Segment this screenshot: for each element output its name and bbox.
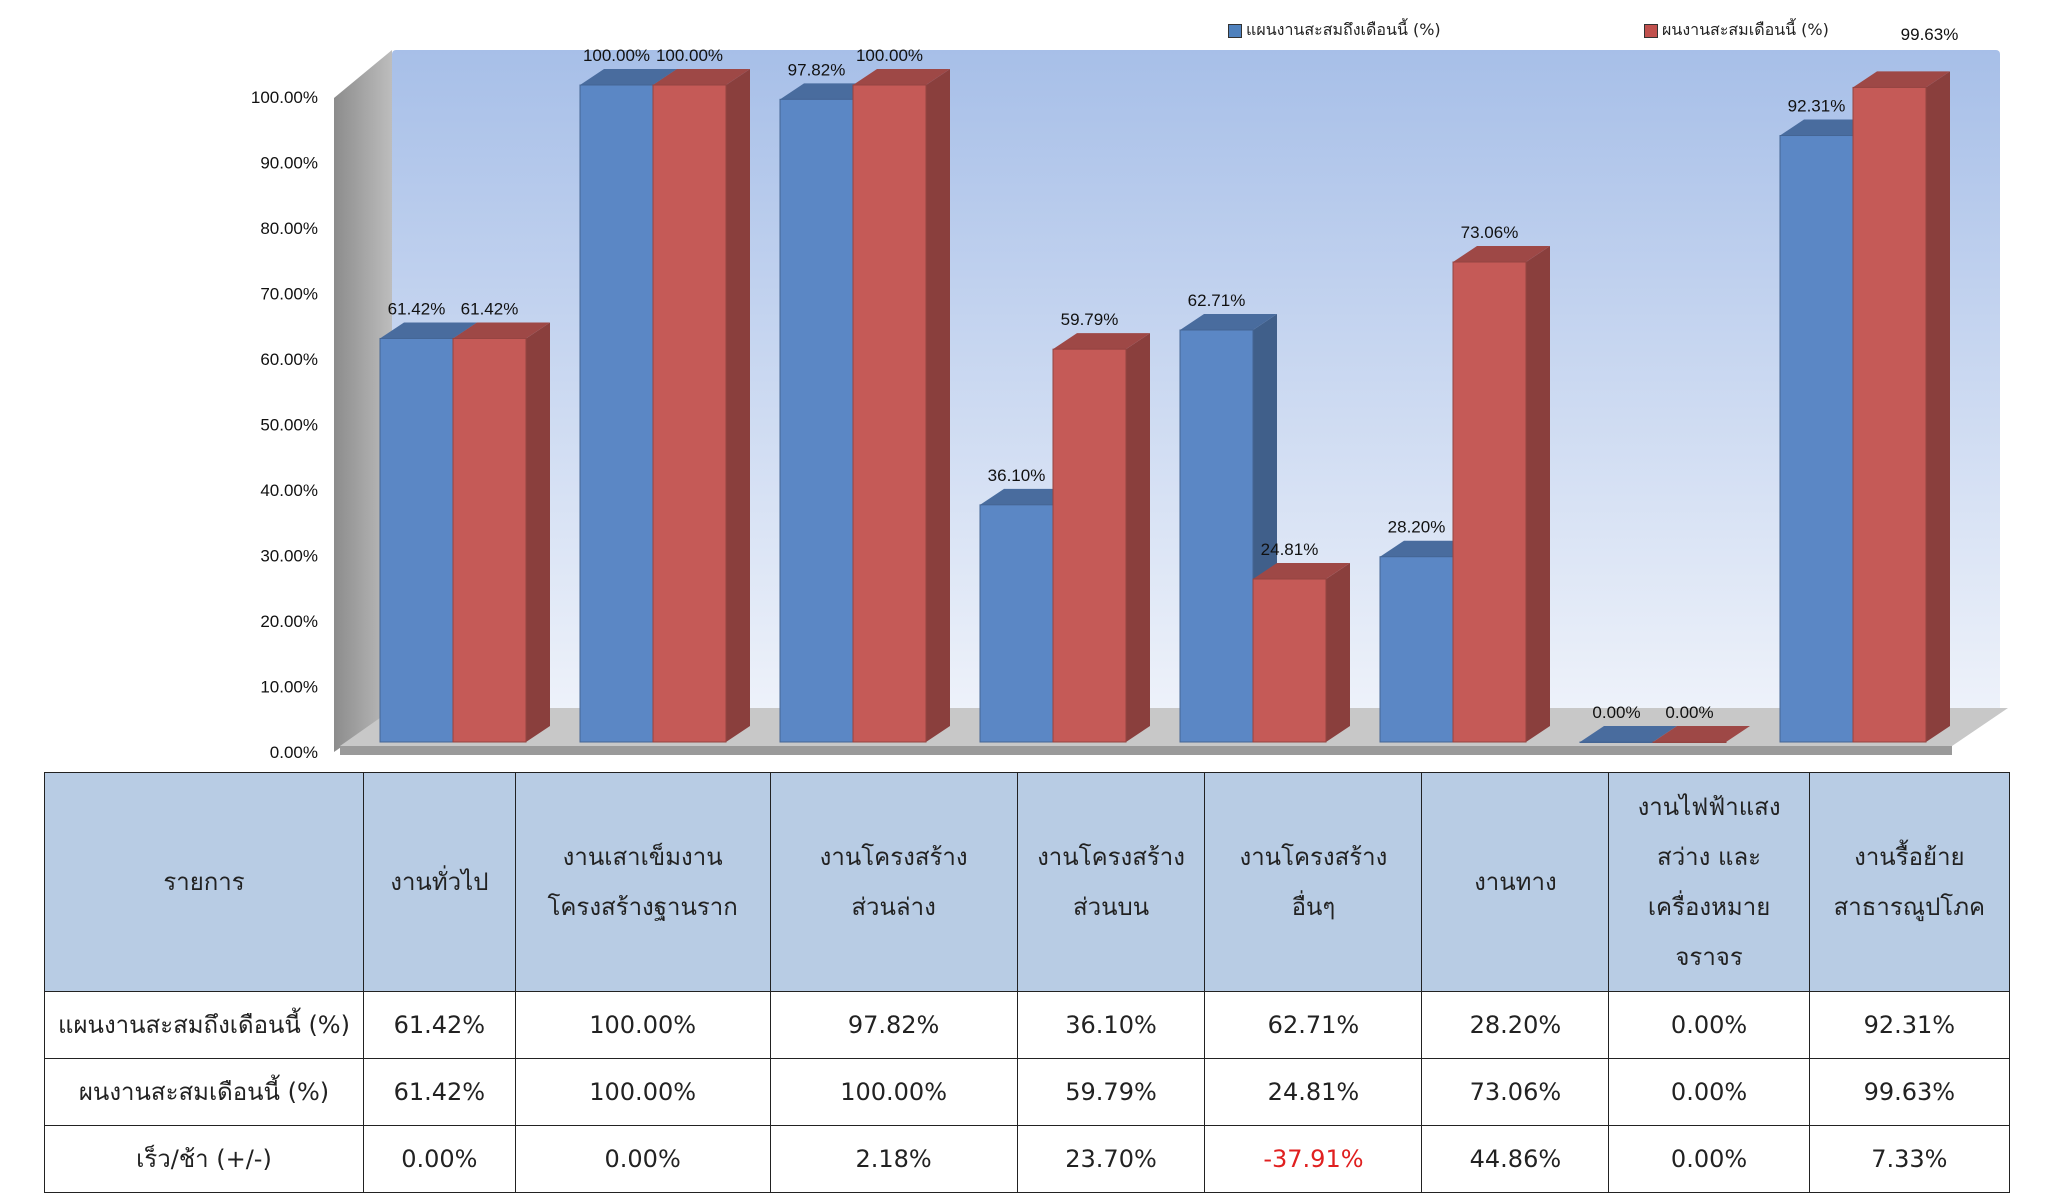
table-cell: 73.06% bbox=[1421, 1058, 1610, 1126]
column-header: งานเสาเข็มงาน โครงสร้างฐานราก bbox=[514, 772, 771, 992]
legend-label: ผนงานสะสมเดือนนี้ (%) bbox=[1662, 20, 1829, 39]
table-header-row: รายการ งานทั่วไป งานเสาเข็มงาน โครงสร้างฐาน… bbox=[44, 772, 2011, 992]
data-label: 24.81% bbox=[1261, 540, 1319, 559]
data-label: 62.71% bbox=[1188, 291, 1246, 310]
table-cell: 59.79% bbox=[1016, 1058, 1206, 1126]
data-label: 28.20% bbox=[1388, 518, 1446, 537]
data-label: 92.31% bbox=[1788, 97, 1846, 116]
column-header: งานทั่วไป bbox=[362, 772, 516, 992]
actual-bar bbox=[652, 69, 750, 743]
plan-bar bbox=[1579, 726, 1677, 743]
legend-item-plan: แผนงานสะสมถึงเดือนนี้ (%) bbox=[1228, 18, 1441, 43]
table-cell: 2.18% bbox=[769, 1125, 1018, 1193]
actual-bar bbox=[1852, 71, 1950, 743]
chart-left-wall bbox=[334, 50, 392, 752]
data-label: 99.63% bbox=[1901, 25, 1959, 44]
data-label: 61.42% bbox=[461, 299, 519, 318]
data-table: รายการ งานทั่วไป งานเสาเข็มงาน โครงสร้างฐาน… bbox=[44, 772, 2011, 1193]
y-tick-label: 20.00% bbox=[260, 612, 318, 631]
data-label: 97.82% bbox=[788, 60, 846, 79]
table-cell: 100.00% bbox=[769, 1058, 1018, 1126]
table-row: เร็ว/ช้า (+/-) 0.00% 0.00% 2.18% 23.70% -37.9… bbox=[44, 1125, 2011, 1193]
table-cell: 28.20% bbox=[1421, 991, 1610, 1059]
y-tick-label: 10.00% bbox=[260, 678, 318, 697]
y-tick-label: 100.00% bbox=[251, 88, 318, 107]
table-cell: 7.33% bbox=[1808, 1125, 2011, 1193]
table-cell: 97.82% bbox=[769, 991, 1018, 1059]
row-label: เร็ว/ช้า (+/-) bbox=[44, 1125, 364, 1193]
chart-floor-front bbox=[340, 746, 1952, 755]
bar-chart: 0.00% 10.00% 20.00% 30.00% 40.00% 50.00% 60.00… bbox=[251, 25, 2008, 762]
table-cell: 23.70% bbox=[1016, 1125, 1206, 1193]
y-tick-label: 60.00% bbox=[260, 350, 318, 369]
column-header: งานโครงสร้าง ส่วนล่าง bbox=[769, 772, 1018, 992]
actual-bar bbox=[1252, 562, 1350, 743]
data-label: 0.00% bbox=[1665, 703, 1713, 722]
table-cell: 0.00% bbox=[1608, 991, 1810, 1059]
table-cell: 0.00% bbox=[514, 1125, 771, 1193]
data-label: 59.79% bbox=[1061, 310, 1119, 329]
data-label: 100.00% bbox=[583, 46, 650, 65]
y-tick-label: 30.00% bbox=[260, 547, 318, 566]
table-cell: 61.42% bbox=[362, 991, 516, 1059]
legend-item-actual: ผนงานสะสมเดือนนี้ (%) bbox=[1644, 18, 1829, 43]
data-label: 0.00% bbox=[1592, 703, 1640, 722]
table-cell: 100.00% bbox=[514, 991, 771, 1059]
y-tick-label: 50.00% bbox=[260, 416, 318, 435]
table-cell: 36.10% bbox=[1016, 991, 1206, 1059]
row-label: ผนงานสะสมเดือนนี้ (%) bbox=[44, 1058, 364, 1126]
table-cell: 100.00% bbox=[514, 1058, 771, 1126]
actual-bar bbox=[852, 69, 950, 743]
data-label: 100.00% bbox=[656, 46, 723, 65]
y-tick-label: 40.00% bbox=[260, 481, 318, 500]
y-tick-label: 90.00% bbox=[260, 154, 318, 173]
table-row: แผนงานสะสมถึงเดือนนี้ (%) 61.42% 100.00% 97… bbox=[44, 991, 2011, 1059]
table-cell: 99.63% bbox=[1808, 1058, 2011, 1126]
legend-swatch-red bbox=[1644, 23, 1658, 38]
table-cell: 0.00% bbox=[1608, 1058, 1810, 1126]
table-cell: -37.91% bbox=[1204, 1125, 1423, 1193]
data-label: 100.00% bbox=[856, 46, 923, 65]
row-label: แผนงานสะสมถึงเดือนนี้ (%) bbox=[44, 991, 364, 1059]
table-cell: 61.42% bbox=[362, 1058, 516, 1126]
column-header: รายการ bbox=[44, 772, 364, 992]
actual-bar bbox=[452, 322, 550, 743]
table-cell: 44.86% bbox=[1421, 1125, 1610, 1193]
column-header: งานโครงสร้าง ส่วนบน bbox=[1016, 772, 1206, 992]
actual-bar bbox=[1452, 245, 1550, 743]
actual-bar bbox=[1052, 333, 1150, 743]
plan-bar bbox=[1179, 313, 1277, 743]
table-cell: 0.00% bbox=[362, 1125, 516, 1193]
table-cell: 62.71% bbox=[1204, 991, 1423, 1059]
column-header: งานไฟฟ้าแสง สว่าง และ เครื่องหมาย จราจร bbox=[1608, 772, 1810, 992]
table-row: ผนงานสะสมเดือนนี้ (%) 61.42% 100.00% 100.00… bbox=[44, 1058, 2011, 1126]
column-header: งานโครงสร้าง อื่นๆ bbox=[1204, 772, 1423, 992]
column-header: งานรื้อย้าย สาธารณูปโภค bbox=[1808, 772, 2011, 992]
table-cell: 0.00% bbox=[1608, 1125, 1810, 1193]
legend-swatch-blue bbox=[1228, 23, 1242, 38]
column-header: งานทาง bbox=[1421, 772, 1610, 992]
y-tick-label: 0.00% bbox=[270, 743, 318, 762]
legend-label: แผนงานสะสมถึงเดือนนี้ (%) bbox=[1246, 20, 1441, 39]
actual-bar bbox=[1652, 726, 1750, 743]
data-label: 73.06% bbox=[1461, 223, 1519, 242]
y-tick-label: 70.00% bbox=[260, 285, 318, 304]
y-tick-label: 80.00% bbox=[260, 219, 318, 238]
data-label: 36.10% bbox=[988, 466, 1046, 485]
data-label: 61.42% bbox=[388, 299, 446, 318]
table-cell: 24.81% bbox=[1204, 1058, 1423, 1126]
table-cell: 92.31% bbox=[1808, 991, 2011, 1059]
